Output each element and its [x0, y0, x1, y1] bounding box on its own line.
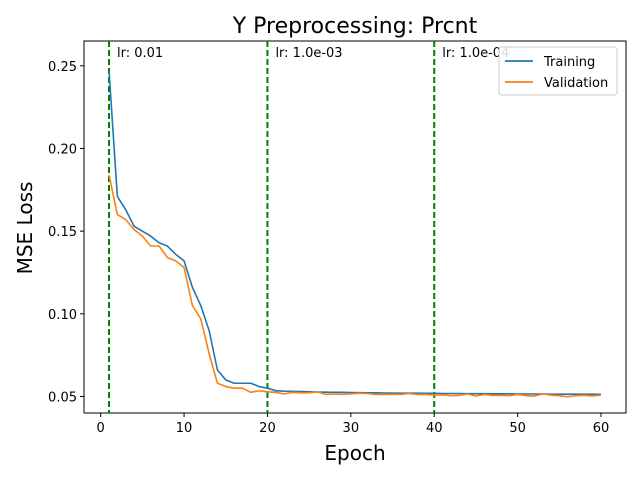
x-tick-label: 60 — [593, 421, 610, 436]
plot-area: 0 10 20 30 40 50 60 0.05 0.10 0.15 0.20 0.25 lr: 0.0… — [48, 40, 627, 436]
x-tick-label: 40 — [426, 421, 443, 436]
x-tick-label: 50 — [509, 421, 526, 436]
y-tick-label: 0.20 — [48, 142, 77, 157]
x-tick-label: 30 — [343, 421, 360, 436]
x-tick-label: 10 — [176, 421, 193, 436]
legend-label: Validation — [544, 76, 608, 91]
x-tick-label: 0 — [97, 421, 105, 436]
legend-label: Training — [543, 55, 595, 70]
lr-marker-label: lr: 1.0e-04 — [442, 46, 509, 61]
x-tick-label: 20 — [259, 421, 276, 436]
y-tick-label: 0.10 — [48, 308, 77, 323]
legend-box — [498, 46, 618, 96]
y-tick-label: 0.05 — [48, 390, 77, 405]
chart-title: Y Preprocessing: Prcnt — [232, 14, 478, 39]
y-tick-label: 0.25 — [48, 60, 77, 75]
axes-frame — [83, 40, 627, 414]
y-axis-title: MSE Loss — [13, 182, 37, 275]
x-axis-title: Epoch — [324, 441, 385, 465]
series-line-validation — [108, 174, 602, 398]
y-tick-label: 0.15 — [48, 225, 77, 240]
legend: Training Validation — [498, 46, 618, 96]
lr-marker-label: lr: 0.01 — [117, 46, 163, 61]
lr-marker-label: lr: 1.0e-03 — [275, 46, 342, 61]
